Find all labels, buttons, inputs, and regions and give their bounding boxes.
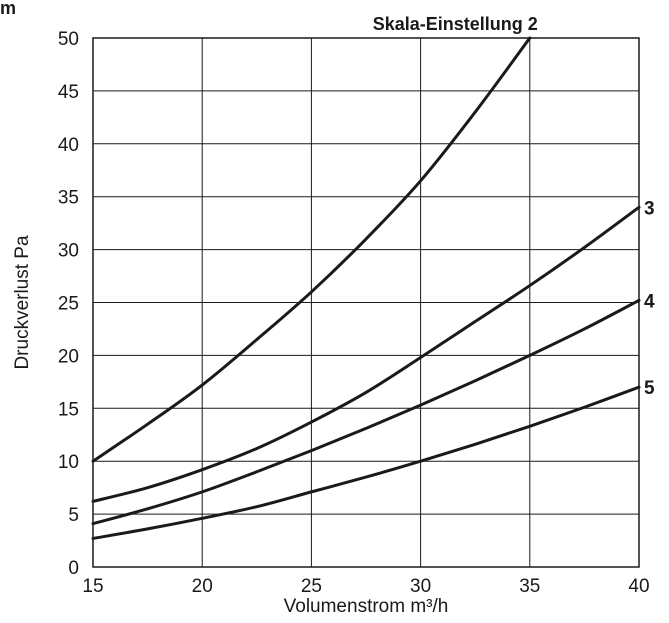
y-tick-label: 45 — [58, 82, 79, 103]
x-tick-label: 30 — [410, 576, 431, 597]
y-tick-label: 35 — [58, 188, 79, 209]
corner-text: m — [0, 0, 16, 18]
y-tick-label: 15 — [58, 399, 79, 420]
y-tick-label: 40 — [58, 135, 79, 156]
x-tick-label: 35 — [519, 576, 540, 597]
series-line-4 — [91, 385, 641, 540]
y-tick-label: 30 — [58, 241, 79, 262]
y-tick-label: 5 — [68, 505, 79, 526]
x-tick-label: 15 — [82, 576, 103, 597]
series-line-2 — [91, 205, 641, 503]
plot-frame — [92, 37, 640, 568]
x-tick-label: 40 — [628, 576, 649, 597]
tick-labels: 15 20 25 30 35 40 0 5 10 15 20 25 30 35 40 45 50 — [58, 29, 650, 597]
grid-lines — [93, 38, 639, 567]
x-axis-title: Volumenstrom m³/h — [284, 596, 449, 617]
series-label-4: 5 — [644, 378, 655, 399]
series-label-3: 4 — [644, 291, 655, 312]
y-tick-label: 25 — [58, 294, 79, 315]
series-label-1: Skala-Einstellung 2 — [373, 14, 538, 34]
x-tick-label: 20 — [192, 576, 213, 597]
series-lines — [91, 36, 641, 540]
series-labels: Skala-Einstellung 2 3 4 5 — [373, 14, 655, 399]
y-axis-title: Druckverlust Pa — [12, 235, 33, 370]
plot-border — [92, 37, 640, 568]
y-tick-label: 10 — [58, 452, 79, 473]
series-label-2: 3 — [644, 198, 655, 219]
x-tick-label: 25 — [301, 576, 322, 597]
y-tick-label: 20 — [58, 346, 79, 367]
y-tick-label: 0 — [68, 558, 79, 579]
series-line-3 — [91, 298, 641, 526]
y-tick-label: 50 — [58, 29, 79, 50]
series-line-1 — [91, 36, 532, 463]
